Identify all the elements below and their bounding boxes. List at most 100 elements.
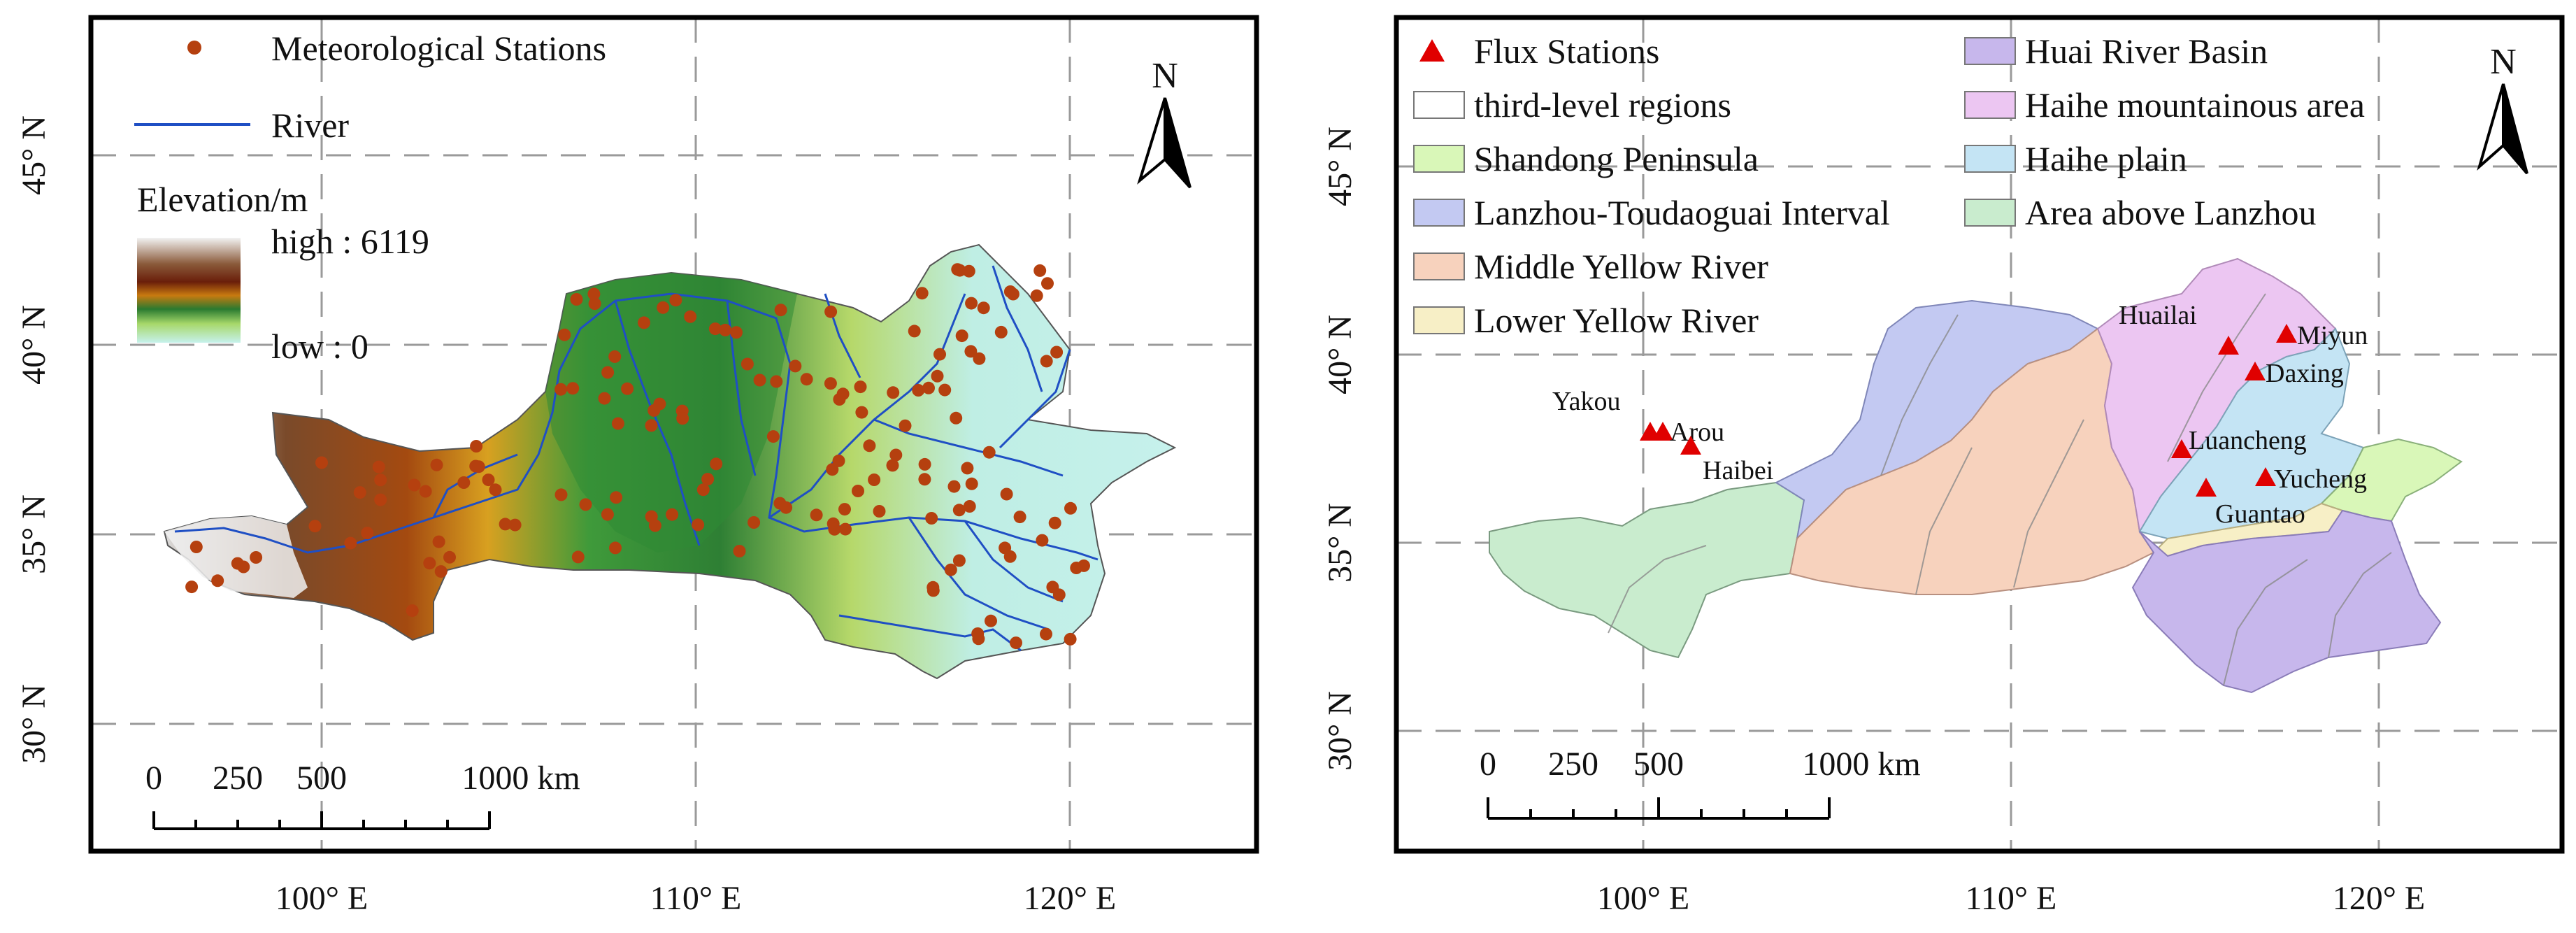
station-dot — [231, 557, 244, 570]
station-points — [185, 263, 1090, 650]
station-dot — [566, 382, 580, 395]
station-dot — [645, 419, 658, 432]
station-dot — [250, 551, 263, 564]
station-dot — [692, 518, 705, 532]
region-legend-swatch — [1413, 306, 1465, 334]
region-legend-swatch — [1964, 91, 2016, 119]
region-area-above-lanzhou — [1489, 481, 1805, 659]
river-line — [992, 265, 1043, 392]
region-legend-label: Middle Yellow River — [1474, 247, 1768, 286]
station-dot — [955, 329, 968, 343]
station-dot — [1048, 516, 1061, 529]
station-dot — [824, 377, 837, 390]
station-dot — [710, 457, 723, 471]
elevation-legend-title: Elevation/m — [137, 180, 308, 219]
station-dot — [740, 357, 754, 371]
station-dot — [899, 419, 912, 432]
station-dot — [925, 512, 938, 525]
station-dot — [648, 519, 661, 532]
station-dot — [962, 264, 975, 278]
river-line — [873, 418, 1064, 477]
station-dot — [1064, 632, 1077, 646]
station-dot — [912, 384, 925, 397]
lon-label-100: 100° E — [276, 880, 368, 917]
scale-label-1000: 1000 km — [461, 760, 580, 797]
station-dot — [733, 545, 746, 557]
station-dot — [361, 527, 374, 540]
elevation-high-label: high : 6119 — [271, 222, 429, 261]
station-dot — [554, 488, 568, 501]
station-dot — [886, 459, 899, 472]
station-dot — [908, 325, 921, 338]
station-dot — [499, 518, 512, 531]
station-dot — [587, 287, 601, 301]
station-dot — [953, 264, 966, 277]
station-dot — [1064, 501, 1077, 515]
station-dot — [952, 554, 966, 567]
river-line — [964, 520, 1064, 603]
station-dot — [211, 574, 224, 587]
station-dot — [947, 480, 961, 493]
station-dot — [315, 456, 328, 469]
region-legend-swatch — [1413, 145, 1465, 173]
station-dot — [1050, 346, 1064, 359]
station-dot — [1000, 487, 1013, 501]
flux-station-label: Miyun — [2297, 321, 2368, 350]
river-line — [614, 300, 701, 546]
flux-station-marker — [1652, 422, 1673, 441]
region-legend-label: Shandong Peninsula — [1474, 139, 1759, 178]
lat-label-45: 45° N — [15, 115, 52, 195]
station-dot — [432, 535, 445, 548]
station-dot — [598, 392, 611, 405]
station-dot — [353, 486, 366, 499]
station-dot — [854, 380, 867, 394]
station-dot — [1052, 588, 1066, 601]
scale-bar: 0 250 500 1000 km — [1480, 746, 1921, 820]
station-dot — [852, 485, 864, 497]
station-dot — [833, 393, 846, 406]
station-dot — [1078, 559, 1090, 572]
station-dot — [838, 503, 851, 516]
flux-station-marker — [2276, 324, 2297, 343]
river-line — [999, 349, 1071, 449]
station-dot — [430, 458, 443, 471]
station-dot — [508, 518, 522, 532]
left-map-frame — [88, 15, 1259, 854]
station-dot — [657, 301, 670, 314]
elevation-map: Meteorological Stations River Elevation/… — [15, 15, 1259, 917]
station-dot — [189, 541, 203, 553]
station-dot — [926, 581, 940, 594]
station-dot — [774, 304, 787, 317]
north-arrow-icon: N — [1137, 56, 1192, 189]
station-dot — [601, 508, 614, 521]
station-legend-label: Meteorological Stations — [271, 29, 606, 68]
elevation-low-label: low : 0 — [271, 327, 368, 366]
region-legend-swatch — [1413, 252, 1465, 280]
station-dot — [944, 563, 957, 576]
station-dot — [638, 316, 650, 329]
station-dot — [701, 473, 715, 486]
station-dot — [489, 483, 502, 497]
scale-label-500: 500 — [1633, 746, 1684, 783]
flux-station-marker — [2218, 336, 2239, 355]
station-dot — [973, 352, 986, 365]
station-dot — [999, 541, 1012, 555]
flux-station-marker — [1680, 436, 1701, 455]
station-dot — [826, 463, 839, 476]
station-dot — [669, 294, 682, 307]
station-dot — [747, 516, 761, 529]
flux-station-marker — [2171, 439, 2192, 458]
lon-label-120: 120° E — [2333, 880, 2426, 917]
north-label: N — [2490, 42, 2517, 82]
flux-station-label: Yakou — [1552, 387, 1621, 416]
station-dot — [952, 504, 966, 517]
flux-station-label: Luancheng — [2189, 426, 2307, 455]
station-dot — [770, 375, 783, 388]
flux-station-points: Yakou Arou Haibei Huailai Miyun Daxing Luanche… — [1552, 301, 2368, 529]
scale-bar: 0 250 500 1000 km — [145, 760, 580, 830]
station-dot — [1036, 534, 1049, 547]
station-dot — [570, 293, 583, 306]
lat-label-40: 40° N — [1322, 315, 1359, 394]
station-dot — [719, 323, 732, 336]
right-map-frame — [1394, 15, 2565, 854]
